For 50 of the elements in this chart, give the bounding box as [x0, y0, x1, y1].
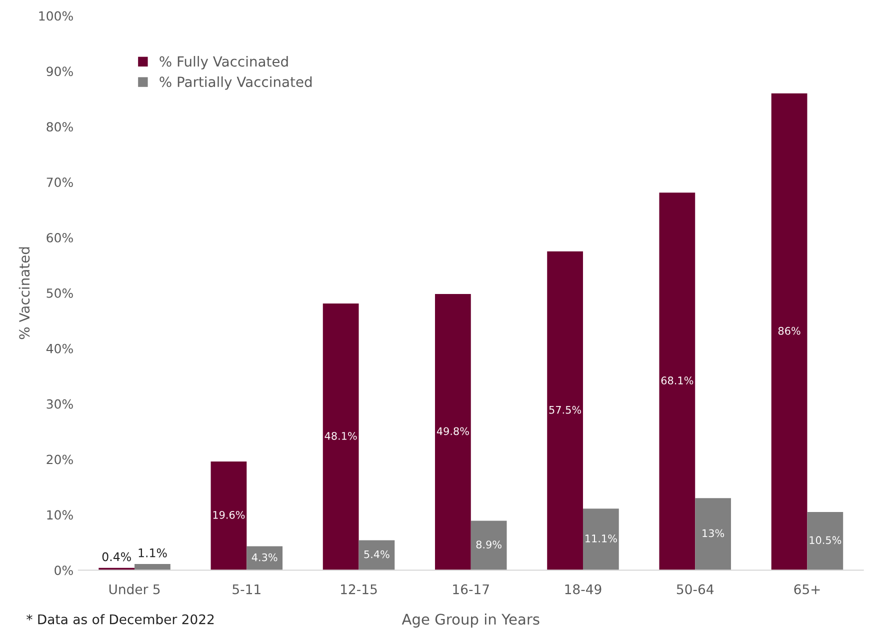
- data-label: 19.6%: [213, 510, 245, 519]
- y-tick-label: 80%: [46, 122, 73, 132]
- bar: [582, 508, 619, 570]
- data-label: 11.1%: [586, 534, 617, 542]
- data-label: 4.3%: [252, 553, 278, 562]
- y-tick-label: 100%: [39, 11, 73, 21]
- bar: [771, 93, 808, 570]
- y-axis-title: % Vaccinated: [18, 247, 30, 340]
- y-tick-label: 40%: [46, 344, 73, 354]
- x-tick-label: 65+: [794, 584, 820, 594]
- data-label: 86%: [778, 326, 800, 335]
- y-tick-label: 90%: [46, 66, 73, 76]
- bar: [246, 546, 283, 570]
- x-axis-title: Age Group in Years: [402, 613, 540, 628]
- x-tick-label: 12-15: [341, 584, 377, 594]
- bar: [435, 294, 471, 570]
- data-label: 57.5%: [549, 406, 582, 414]
- data-label: 49.8%: [436, 427, 469, 436]
- x-tick-label: 16-17: [453, 584, 489, 594]
- y-tick-label: 50%: [46, 288, 73, 298]
- bar: [547, 251, 583, 570]
- y-tick-label: 10%: [47, 510, 73, 520]
- legend-label: % Fully Vaccinated: [160, 56, 288, 70]
- legend-label: % Partially Vaccinated: [160, 76, 312, 90]
- y-tick-label: 70%: [46, 178, 73, 187]
- data-label: 68.1%: [661, 376, 694, 384]
- y-tick-label: 0%: [54, 566, 73, 576]
- y-tick-label: 30%: [46, 399, 73, 409]
- data-label: 1.1%: [138, 548, 167, 558]
- bar: [210, 461, 247, 570]
- bar: [134, 564, 170, 570]
- y-tick-label: 60%: [46, 232, 73, 242]
- x-tick-label: 18-49: [565, 584, 602, 594]
- data-label: 0.4%: [102, 552, 131, 562]
- data-label: 48.1%: [324, 432, 357, 440]
- x-tick-label: 50-64: [676, 584, 714, 594]
- data-label: 10.5%: [810, 536, 842, 544]
- data-label: 5.4%: [364, 550, 390, 558]
- bar: [695, 498, 731, 570]
- text: * Data as of December 2022: [26, 614, 214, 624]
- bar: [659, 192, 696, 570]
- x-tick-label: Under 5: [109, 584, 160, 594]
- x-tick-label: 5-11: [232, 584, 260, 594]
- bar: [807, 512, 844, 570]
- bar: [322, 303, 359, 570]
- bar: [358, 540, 395, 570]
- data-label: 8.9%: [476, 540, 502, 548]
- y-tick-label: 20%: [46, 454, 73, 464]
- data-label: 13%: [702, 529, 724, 538]
- bar: [470, 520, 507, 570]
